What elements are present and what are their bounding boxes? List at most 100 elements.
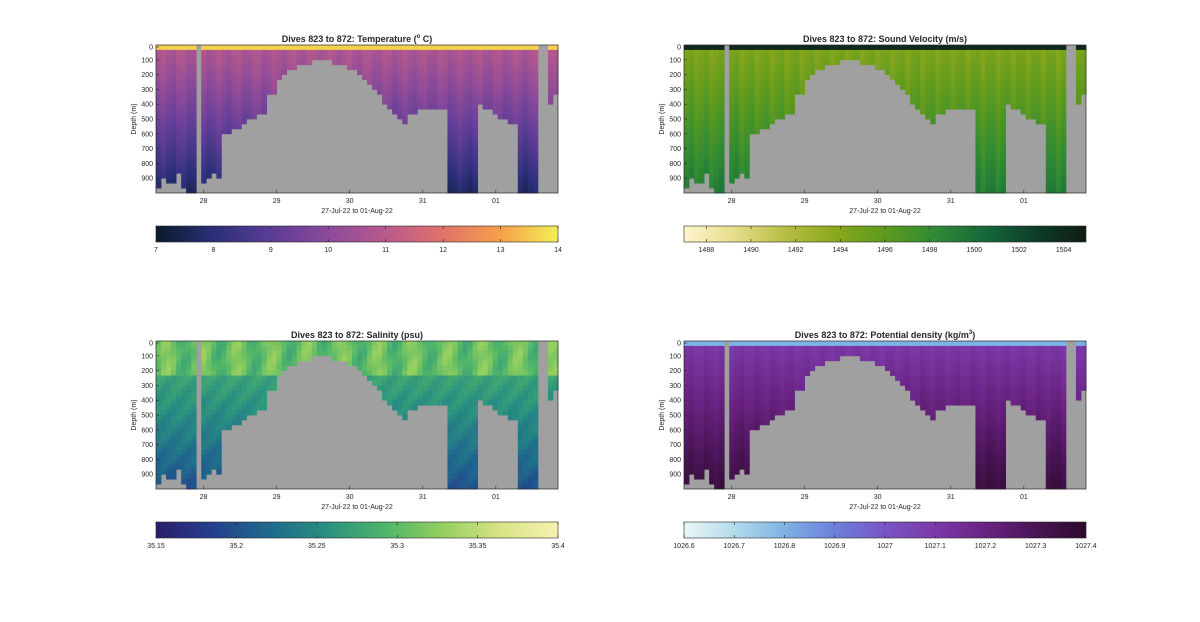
heatmap-cell	[462, 370, 468, 376]
heatmap-cell	[472, 429, 479, 436]
heatmap-cell	[915, 341, 921, 347]
heatmap-cell	[357, 64, 363, 71]
heatmap-cell	[1060, 59, 1067, 66]
heatmap-cell	[764, 94, 770, 100]
heatmap-cell	[522, 410, 529, 416]
heatmap-cell	[552, 89, 559, 95]
heatmap-cell	[719, 390, 725, 396]
heatmap-cell	[990, 64, 996, 71]
heatmap-cell	[1025, 89, 1032, 95]
heatmap-cell	[156, 153, 162, 159]
heatmap-cell	[472, 183, 479, 189]
heatmap-cell	[296, 355, 303, 362]
heatmap-cell	[457, 419, 463, 426]
heatmap-cell	[1000, 138, 1007, 145]
heatmap-cell	[191, 410, 197, 416]
heatmap-cell	[251, 375, 257, 381]
heatmap-cell	[246, 64, 252, 71]
heatmap-cell	[427, 360, 433, 367]
heatmap-cell	[955, 104, 961, 110]
heatmap-cell	[397, 89, 403, 95]
heatmap-cell	[281, 54, 288, 61]
heatmap-cell	[1025, 94, 1032, 100]
heatmap-cell	[1000, 64, 1007, 71]
heatmap-cell	[186, 479, 192, 485]
heatmap-cell	[910, 54, 916, 61]
heatmap-cell	[176, 405, 182, 411]
heatmap-cell	[457, 454, 463, 460]
heatmap-cell	[719, 415, 725, 421]
heatmap-cell	[844, 49, 851, 56]
chart-title: Dives 823 to 872: Sound Velocity (m/s)	[803, 34, 967, 44]
heatmap-cell	[437, 395, 443, 401]
heatmap-cell	[467, 474, 473, 480]
heatmap-cell	[532, 424, 539, 431]
heatmap-cell	[447, 434, 453, 441]
heatmap-cell	[774, 405, 780, 411]
heatmap-cell	[1050, 183, 1057, 189]
heatmap-cell	[1040, 74, 1047, 80]
heatmap-cell	[276, 341, 283, 347]
heatmap-cell	[980, 400, 986, 406]
heatmap-cell	[694, 148, 700, 154]
heatmap-cell	[1000, 345, 1007, 352]
heatmap-cell	[814, 345, 821, 352]
y-tick-label: 700	[669, 146, 681, 153]
heatmap-cell	[552, 45, 559, 51]
heatmap-cell	[221, 375, 227, 381]
heatmap-cell	[1015, 84, 1022, 90]
heatmap-cell	[357, 355, 363, 362]
heatmap-cell	[699, 138, 705, 145]
x-axis-label: 27-Jul-22 to 01-Aug-22	[321, 208, 393, 215]
heatmap-cell	[699, 104, 705, 110]
heatmap-cell	[261, 104, 267, 110]
heatmap-cell	[417, 94, 423, 100]
heatmap-cell	[171, 148, 177, 154]
heatmap-cell	[251, 385, 257, 391]
heatmap-cell	[442, 345, 448, 352]
heatmap-cell	[985, 360, 991, 367]
heatmap-cell	[864, 350, 871, 357]
heatmap-cell	[709, 449, 715, 455]
heatmap-cell	[980, 123, 986, 130]
heatmap-cell	[216, 119, 222, 125]
heatmap-cell	[382, 59, 388, 66]
heatmap-cell	[256, 400, 262, 406]
heatmap-cell	[181, 375, 187, 381]
heatmap-cell	[784, 370, 790, 376]
heatmap-cell	[507, 49, 514, 56]
heatmap-cell	[920, 360, 926, 367]
heatmap-cell	[176, 114, 182, 120]
heatmap-cell	[915, 79, 921, 85]
heatmap-cell	[372, 360, 378, 367]
heatmap-cell	[1015, 49, 1022, 56]
heatmap-cell	[417, 84, 423, 90]
heatmap-cell	[522, 464, 529, 470]
heatmap-cell	[804, 345, 811, 352]
heatmap-cell	[869, 355, 876, 362]
heatmap-cell	[890, 345, 896, 352]
heatmap-cell	[930, 79, 936, 85]
heatmap-cell	[895, 79, 901, 85]
heatmap-cell	[915, 99, 921, 105]
heatmap-cell	[1010, 350, 1017, 357]
heatmap-cell	[995, 178, 1001, 184]
heatmap-cell	[1000, 188, 1007, 194]
heatmap-cell	[1035, 49, 1042, 56]
heatmap-cell	[1020, 370, 1027, 376]
heatmap-cell	[156, 183, 162, 189]
heatmap-cell	[759, 415, 765, 421]
heatmap-cell	[910, 99, 916, 105]
heatmap-cell	[216, 153, 222, 159]
heatmap-cell	[226, 119, 232, 125]
heatmap-cell	[905, 59, 911, 66]
heatmap-cell	[206, 94, 212, 100]
heatmap-cell	[960, 79, 966, 85]
heatmap-cell	[824, 341, 831, 347]
heatmap-cell	[779, 74, 785, 80]
heatmap-cell	[784, 380, 790, 386]
heatmap-cell	[402, 79, 408, 85]
heatmap-cell	[1030, 79, 1037, 85]
heatmap-cell	[186, 79, 192, 85]
heatmap-cell	[176, 64, 182, 71]
